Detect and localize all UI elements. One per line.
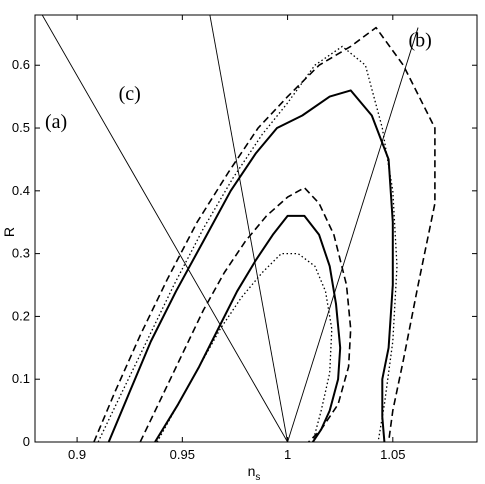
x-tick-label: 0.95: [170, 447, 195, 462]
y-tick-label: 0: [23, 434, 30, 449]
y-tick-label: 0.1: [12, 371, 30, 386]
y-tick-label: 0.3: [12, 246, 30, 261]
y-tick-label: 0.5: [12, 120, 30, 135]
dashed-outer-contour: [93, 26, 436, 442]
solid-inner-contour: [154, 214, 342, 442]
annotation-label: (a): [45, 111, 67, 133]
line-a: [41, 15, 288, 442]
solid-outer-contour: [107, 89, 394, 442]
x-tick-label: 1.05: [380, 447, 405, 462]
x-tick-label: 1: [284, 447, 291, 462]
y-axis-label: R: [1, 227, 17, 237]
annotation-label: (b): [409, 29, 432, 51]
annotation-label: (c): [119, 83, 141, 105]
x-axis-label: ns: [248, 463, 261, 483]
dashed-inner-contour: [139, 186, 352, 442]
x-tick-label: 0.9: [68, 447, 86, 462]
line-c: [209, 15, 289, 442]
line-b: [287, 27, 419, 442]
plot-frame: [34, 14, 478, 443]
x-axis-label-subscript: s: [255, 472, 260, 483]
y-tick-label: 0.4: [12, 183, 30, 198]
x-axis-label-main: n: [248, 463, 256, 479]
y-tick-label: 0.6: [12, 57, 30, 72]
y-tick-label: 0.2: [12, 308, 30, 323]
dotted-outer-contour: [97, 45, 398, 442]
